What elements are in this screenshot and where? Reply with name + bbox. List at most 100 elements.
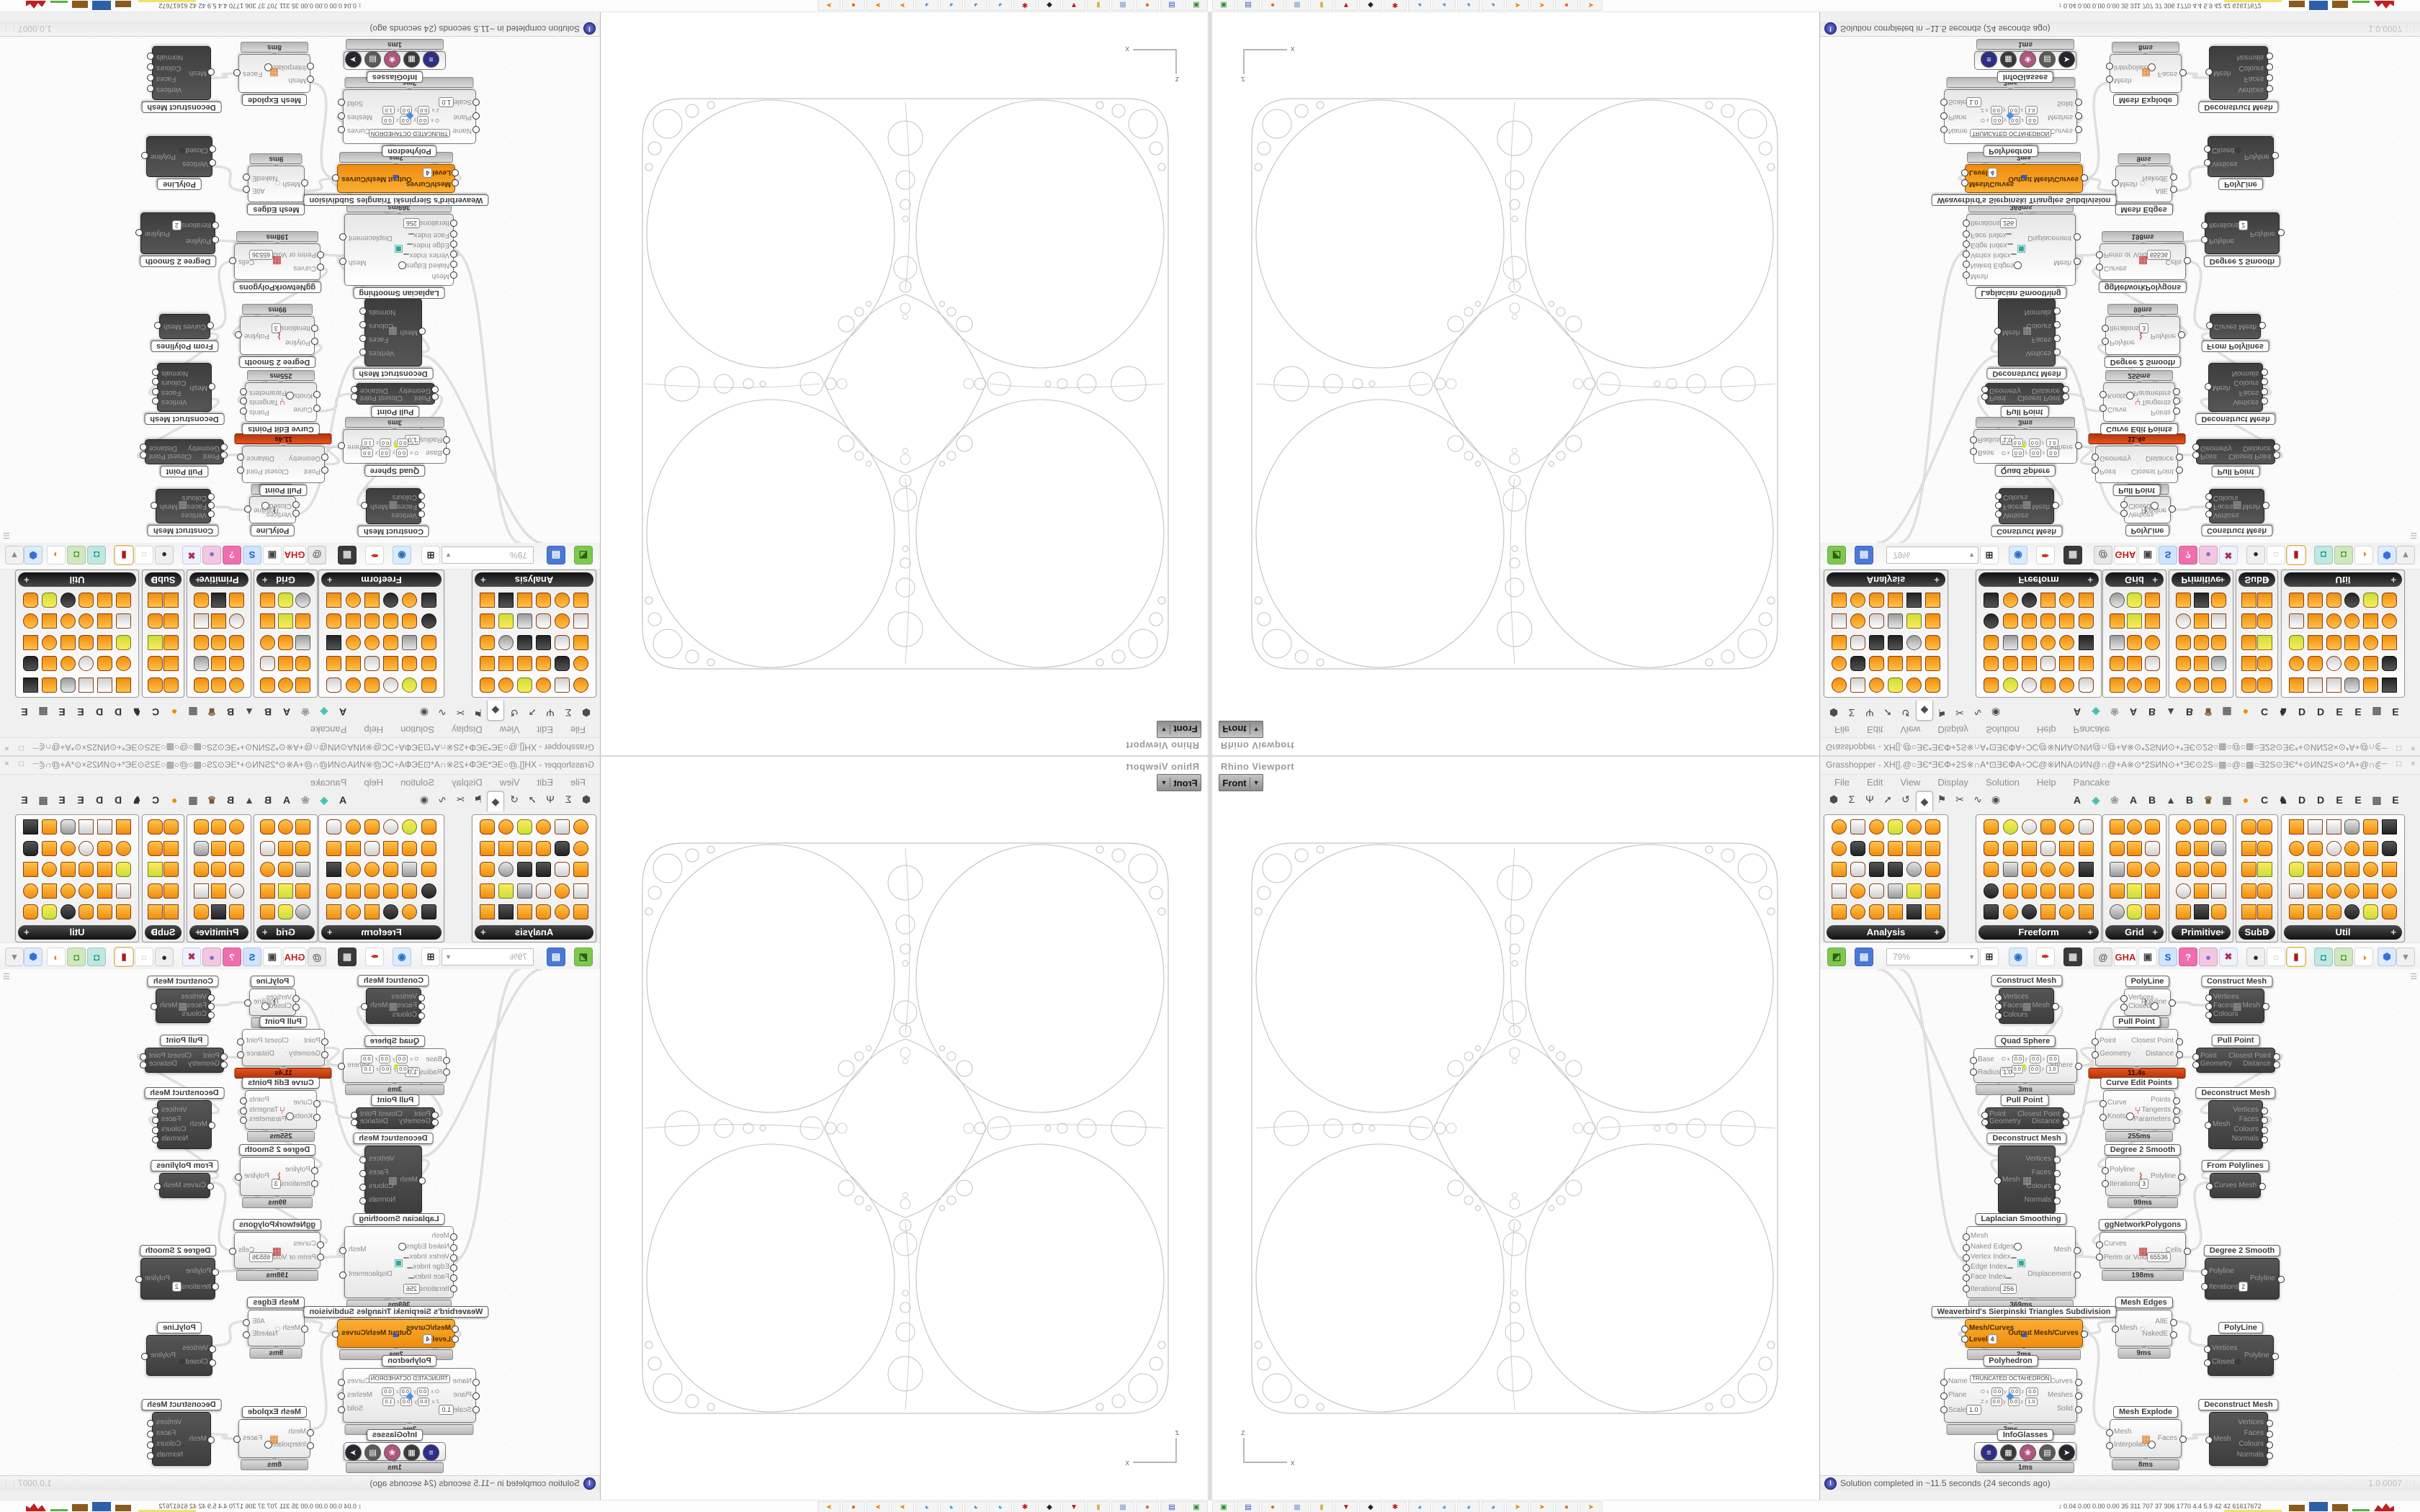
category-tab-1[interactable]: ◈ [2092, 794, 2100, 806]
component-icon[interactable] [383, 635, 399, 650]
category-tab-14[interactable]: E [77, 706, 84, 718]
component-icon[interactable] [2144, 678, 2160, 693]
output-nub[interactable] [235, 1174, 242, 1181]
component-icon[interactable] [2002, 904, 2018, 919]
component-icon[interactable] [1869, 840, 1884, 856]
component-icon[interactable] [1888, 819, 1903, 834]
component-icon[interactable] [97, 656, 113, 672]
resize-grip[interactable]: ⋮⋮ [1, 1480, 17, 1488]
output-nub[interactable] [2053, 1197, 2061, 1205]
input-nub[interactable] [307, 1429, 314, 1436]
preview-eye-button[interactable]: ◉ [2009, 546, 2027, 564]
component-icon[interactable] [2040, 883, 2056, 899]
category-tab-12[interactable]: D [2298, 706, 2306, 718]
gh-node-me[interactable]: Mesh AllE NakedE ◌ [2115, 1310, 2172, 1346]
component-icon[interactable] [498, 613, 514, 629]
category-tab-icon-9[interactable]: ◉ [419, 707, 429, 719]
component-icon[interactable] [260, 883, 276, 899]
component-icon[interactable] [2144, 883, 2160, 899]
input-nub[interactable] [292, 994, 300, 1002]
component-icon[interactable] [1925, 840, 1940, 856]
sketch-pen-button[interactable]: ✒ [365, 546, 384, 564]
output-nub[interactable] [2074, 1247, 2081, 1255]
component-icon[interactable] [211, 862, 227, 877]
component-icon[interactable] [2193, 819, 2209, 834]
gallery-balloons-button[interactable]: ● [202, 546, 221, 564]
component-icon[interactable] [536, 904, 551, 919]
component-icon[interactable] [278, 840, 293, 856]
output-nub[interactable] [147, 85, 154, 92]
component-icon[interactable] [2288, 904, 2304, 919]
component-icon[interactable] [2241, 840, 2257, 856]
menu-item-solution[interactable]: Solution [1985, 724, 2020, 736]
input-nub[interactable] [2120, 500, 2128, 508]
component-icon[interactable] [364, 635, 380, 650]
component-icon[interactable] [163, 904, 179, 919]
search-icon[interactable]: S [2159, 948, 2177, 966]
menu-item-display[interactable]: Display [1937, 724, 1968, 736]
input-nub[interactable] [1961, 1335, 1968, 1343]
palette-section-label[interactable]: SubD + [2238, 572, 2275, 587]
palette-expand-icon[interactable]: + [151, 575, 156, 585]
output-nub[interactable] [240, 1097, 247, 1104]
input-nub[interactable] [2106, 1429, 2113, 1436]
input-nub[interactable] [1963, 271, 1970, 279]
component-icon[interactable] [2175, 656, 2191, 672]
component-icon[interactable] [364, 613, 380, 629]
input-nub[interactable] [431, 393, 439, 400]
component-icon[interactable] [116, 678, 132, 693]
output-nub[interactable] [2062, 1112, 2069, 1119]
component-icon[interactable] [2040, 613, 2056, 629]
component-icon[interactable] [1984, 593, 1999, 608]
component-icon[interactable] [402, 613, 418, 629]
component-icon[interactable] [2078, 904, 2094, 919]
gallery-balloons-button[interactable]: ● [2199, 948, 2218, 966]
menu-item-help[interactable]: Help [2036, 776, 2056, 788]
component-icon[interactable] [1906, 840, 1922, 856]
component-icon[interactable] [536, 656, 551, 672]
output-nub[interactable] [2266, 1452, 2273, 1459]
component-icon[interactable] [573, 840, 588, 856]
node-canvas[interactable]: ☰ Construct Mesh Vertices Faces Colours Mesh… [0, 969, 600, 1475]
gh-node-fp[interactable]: Curves Mesh [2210, 1173, 2261, 1198]
component-icon[interactable] [22, 862, 38, 877]
palette-section-label[interactable]: Util + [18, 925, 136, 940]
menu-item-display[interactable]: Display [452, 776, 483, 788]
category-tab-icon-7[interactable]: ✂ [456, 707, 465, 719]
component-icon[interactable] [517, 883, 532, 899]
cylinder-red-button[interactable]: ▮ [2286, 947, 2306, 967]
output-nub[interactable] [359, 321, 367, 328]
component-icon[interactable] [193, 613, 209, 629]
output-nub[interactable] [2173, 1107, 2180, 1115]
infoglasses-button-3[interactable]: ▤ [2039, 1444, 2056, 1461]
component-icon[interactable] [2002, 840, 2018, 856]
minimize-button[interactable]: ─ [32, 744, 39, 752]
input-nub[interactable] [220, 1053, 228, 1061]
save-file-button[interactable]: ▤ [1855, 948, 1873, 966]
component-icon[interactable] [2059, 883, 2075, 899]
component-icon[interactable] [79, 593, 94, 608]
component-icon[interactable] [1984, 678, 1999, 693]
component-icon[interactable] [326, 593, 342, 608]
component-icon[interactable] [2363, 904, 2379, 919]
output-nub[interactable] [2178, 1174, 2185, 1181]
component-icon[interactable] [147, 883, 163, 899]
category-tab-icon-1[interactable]: Σ [1848, 793, 1855, 805]
component-icon[interactable] [260, 678, 276, 693]
category-tab-icon-0[interactable]: ⬢ [581, 793, 591, 805]
input-nub[interactable] [2205, 502, 2213, 509]
gh-node-ig[interactable]: ≡ ▦ ❀ ▤ ➤ [1974, 51, 2076, 70]
gh-node-cep[interactable]: Curve Knots Points Tangents Parameters ⑂ [245, 382, 317, 422]
category-tab-10[interactable]: C [2260, 794, 2269, 806]
component-icon[interactable] [498, 635, 514, 650]
component-icon[interactable] [22, 593, 38, 608]
component-icon[interactable] [402, 883, 418, 899]
firefox-icon[interactable]: ● [1136, 1501, 1159, 1512]
preview-eye-button[interactable]: ◉ [393, 948, 411, 966]
component-icon[interactable] [498, 593, 514, 608]
category-tab-icon-5[interactable]: ◆ [1916, 701, 1933, 721]
component-icon[interactable] [260, 656, 276, 672]
